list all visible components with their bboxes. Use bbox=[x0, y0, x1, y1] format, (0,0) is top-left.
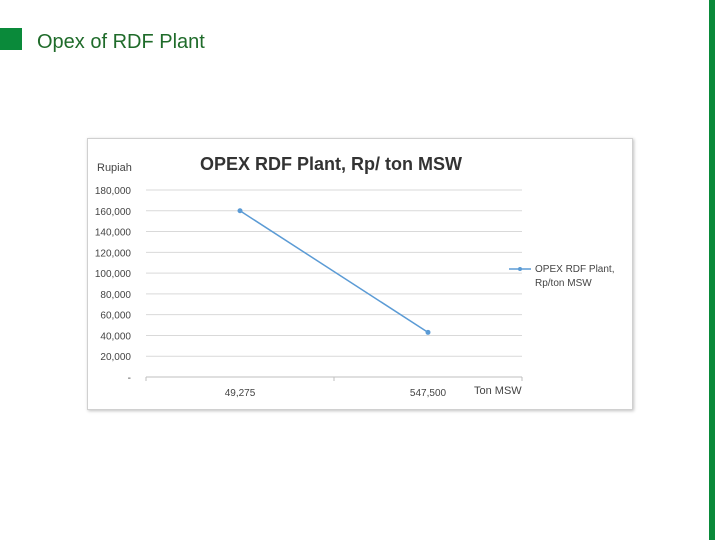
y-tick-label: 20,000 bbox=[100, 352, 131, 363]
y-tick-label: 80,000 bbox=[100, 290, 131, 301]
y-axis-label: Rupiah bbox=[97, 162, 132, 174]
opex-line-chart: - 20,000 40,000 60,000 80,000 100,000 120,000 1… bbox=[95, 154, 617, 399]
y-tick-label: 180,000 bbox=[95, 186, 132, 197]
legend: OPEX RDF Plant, Rp/ton MSW bbox=[509, 264, 617, 289]
data-point bbox=[237, 208, 243, 214]
y-tick-label: 120,000 bbox=[95, 248, 132, 259]
legend-marker-swatch bbox=[518, 267, 522, 271]
slide-title: Opex of RDF Plant bbox=[37, 31, 205, 53]
x-axis-label: Ton MSW bbox=[474, 385, 522, 397]
x-tick-label: 547,500 bbox=[410, 388, 447, 399]
slide-edge-bar bbox=[709, 0, 715, 540]
y-tick-label: 60,000 bbox=[100, 311, 131, 322]
data-point bbox=[425, 329, 431, 335]
series-line bbox=[239, 210, 429, 333]
y-tick-label: - bbox=[128, 373, 131, 384]
legend-entry-text: OPEX RDF Plant, Rp/ton MSW bbox=[535, 264, 617, 289]
chart-title: OPEX RDF Plant, Rp/ ton MSW bbox=[200, 154, 462, 174]
chart-frame: - 20,000 40,000 60,000 80,000 100,000 120,000 1… bbox=[87, 138, 633, 410]
y-tick-label: 160,000 bbox=[95, 207, 132, 218]
x-tick-label: 49,275 bbox=[225, 388, 256, 399]
y-tick-label: 40,000 bbox=[100, 331, 131, 342]
slide-marker-square bbox=[0, 28, 22, 50]
y-tick-label: 100,000 bbox=[95, 269, 132, 280]
y-tick-label: 140,000 bbox=[95, 228, 132, 239]
